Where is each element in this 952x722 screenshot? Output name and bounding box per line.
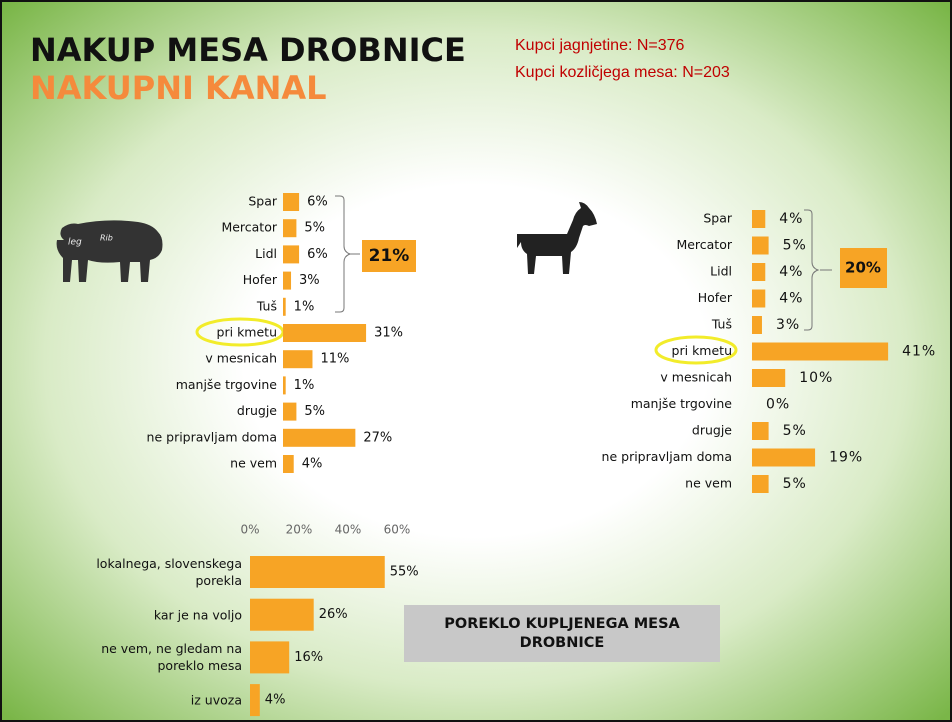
svg-text:leg: leg [68,238,82,248]
value-label: 1% [294,299,315,314]
category-label: ne vem, ne gledam na poreklo mesa [101,641,242,674]
slide-title: NAKUP MESA DROBNICE [30,31,466,69]
highlight [654,335,738,365]
category-label: Hofer [698,290,733,305]
value-label: 41% [902,344,936,360]
bar [752,316,762,334]
note: Kupci jagnjetine: N=376 [515,37,685,54]
category-label: pri kmetu [672,343,732,358]
category-label: ne vem [685,476,732,491]
value-label: 55% [390,565,419,580]
category-label: Spar [248,194,278,209]
value-label: 5% [304,404,325,419]
x-tick-label: 40% [335,523,362,537]
value-label: 6% [307,247,328,262]
category-label: manjše trgovine [631,396,733,411]
value-label: 5% [783,476,807,492]
group-box [362,240,416,272]
category-label: Mercator [676,237,732,252]
bracket [804,209,820,331]
x-tick-label: 0% [240,523,259,537]
category-label: Tuš [711,317,732,332]
bar [752,289,766,308]
group-box [840,248,887,288]
bar [283,219,297,238]
note: Kupci kozličjega mesa: N=203 [515,64,730,81]
category-label: manjše trgovine [176,377,278,392]
group-label: 20% [845,259,881,277]
category-label: Tuš [256,298,277,313]
bar [250,641,290,674]
value-label: 3% [776,317,800,333]
value-label: 26% [319,607,348,622]
group-label: 21% [369,246,410,266]
bar [250,598,314,631]
bar [283,297,286,316]
value-label: 1% [294,378,315,393]
bar [283,428,356,447]
category-label: Spar [703,211,733,226]
bar [283,376,286,395]
value-label: 5% [783,423,807,439]
category-label: kar je na voljo [153,607,242,623]
origin-box: POREKLO KUPLJENEGA MESA DROBNICE [404,605,720,662]
category-label: Lidl [255,246,277,261]
category-label: iz uvoza [190,692,242,708]
category-label: ne pripravljam doma [602,449,732,464]
category-label: drugje [237,403,277,418]
bar [752,263,766,281]
category-label: Mercator [221,220,277,235]
value-label: 10% [799,370,833,386]
x-tick-label: 60% [384,523,411,537]
bar [752,342,889,361]
bar [283,402,297,421]
value-label: 0% [766,397,790,413]
value-label: 3% [299,273,320,288]
bar [752,236,769,255]
category-label: drugje [692,423,732,438]
category-label: pri kmetu [217,325,277,340]
value-label: 11% [320,352,349,367]
category-label: v mesnicah [205,351,277,366]
value-label: 4% [779,264,803,280]
value-label: 16% [294,650,323,665]
bar [283,271,292,290]
value-label: 5% [304,221,325,236]
bar [752,369,786,387]
bar [283,324,367,342]
bar [283,193,300,211]
value-label: 19% [829,450,863,466]
category-label: Hofer [243,272,278,287]
value-label: 27% [363,430,392,445]
value-label: 31% [374,326,403,341]
value-label: 4% [302,457,323,472]
bar [752,475,769,493]
bar [283,350,313,369]
bar [283,455,294,473]
goat-icon [517,202,597,274]
value-label: 4% [779,291,803,307]
bar [250,556,385,588]
category-label: ne pripravljam doma [147,429,277,444]
category-label: v mesnicah [660,370,732,385]
bar [752,422,769,440]
category-label: Lidl [710,264,732,279]
svg-text:Rib: Rib [100,234,113,243]
value-label: 6% [307,195,328,210]
bar [752,448,816,467]
bar [250,684,260,717]
category-label: lokalnega, slovenskega porekla [96,556,242,588]
bar [752,210,766,228]
x-tick-label: 20% [286,523,313,537]
value-label: 4% [265,693,286,708]
value-label: 4% [779,211,803,227]
slide-subtitle: NAKUPNI KANAL [30,69,327,107]
value-label: 5% [783,238,807,254]
category-label: ne vem [230,456,277,471]
bracket [335,195,352,313]
bar [283,245,300,264]
sheep-icon: leg Rib [56,220,163,282]
